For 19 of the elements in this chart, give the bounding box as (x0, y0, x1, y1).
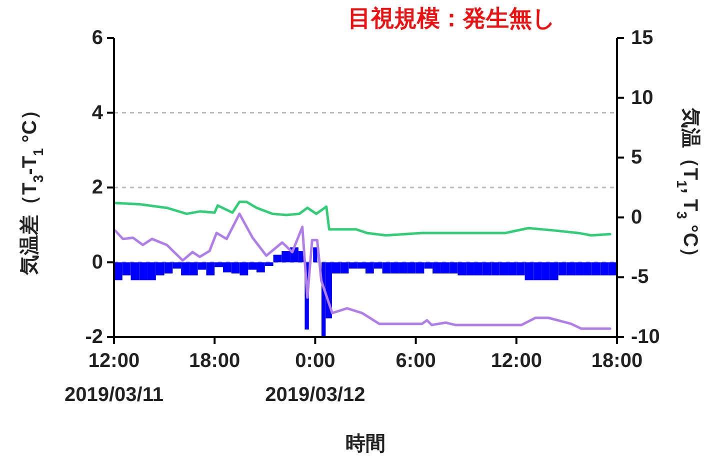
y2-tick-label: -10 (631, 326, 660, 348)
x-tick-label: 12:00 (490, 350, 542, 372)
y2-tick-label: 10 (631, 86, 654, 109)
y-tick-label: 2 (92, 176, 103, 198)
x-tick-label: 18:00 (591, 350, 643, 372)
x-tick-label: 6:00 (396, 350, 436, 372)
y2-tick-label: 5 (631, 146, 642, 169)
x-tick-label: 0:00 2019/03/12 (265, 350, 366, 406)
x-axis-title: 時間 (346, 433, 386, 455)
chart-title: 目視規模：発生無し (348, 5, 556, 31)
y-tick-label: 0 (92, 251, 103, 274)
y2-tick-label: 0 (631, 206, 642, 228)
y-tick-label: -2 (85, 326, 103, 348)
x-tick-label: 12:00 2019/03/11 (64, 350, 164, 406)
y-tick-label: 4 (92, 102, 104, 124)
y-tick-label: 6 (92, 27, 103, 49)
x-tick-label: 18:00 (189, 350, 240, 372)
y2-tick-label: -5 (631, 266, 649, 288)
y2-tick-label: 15 (631, 27, 654, 49)
